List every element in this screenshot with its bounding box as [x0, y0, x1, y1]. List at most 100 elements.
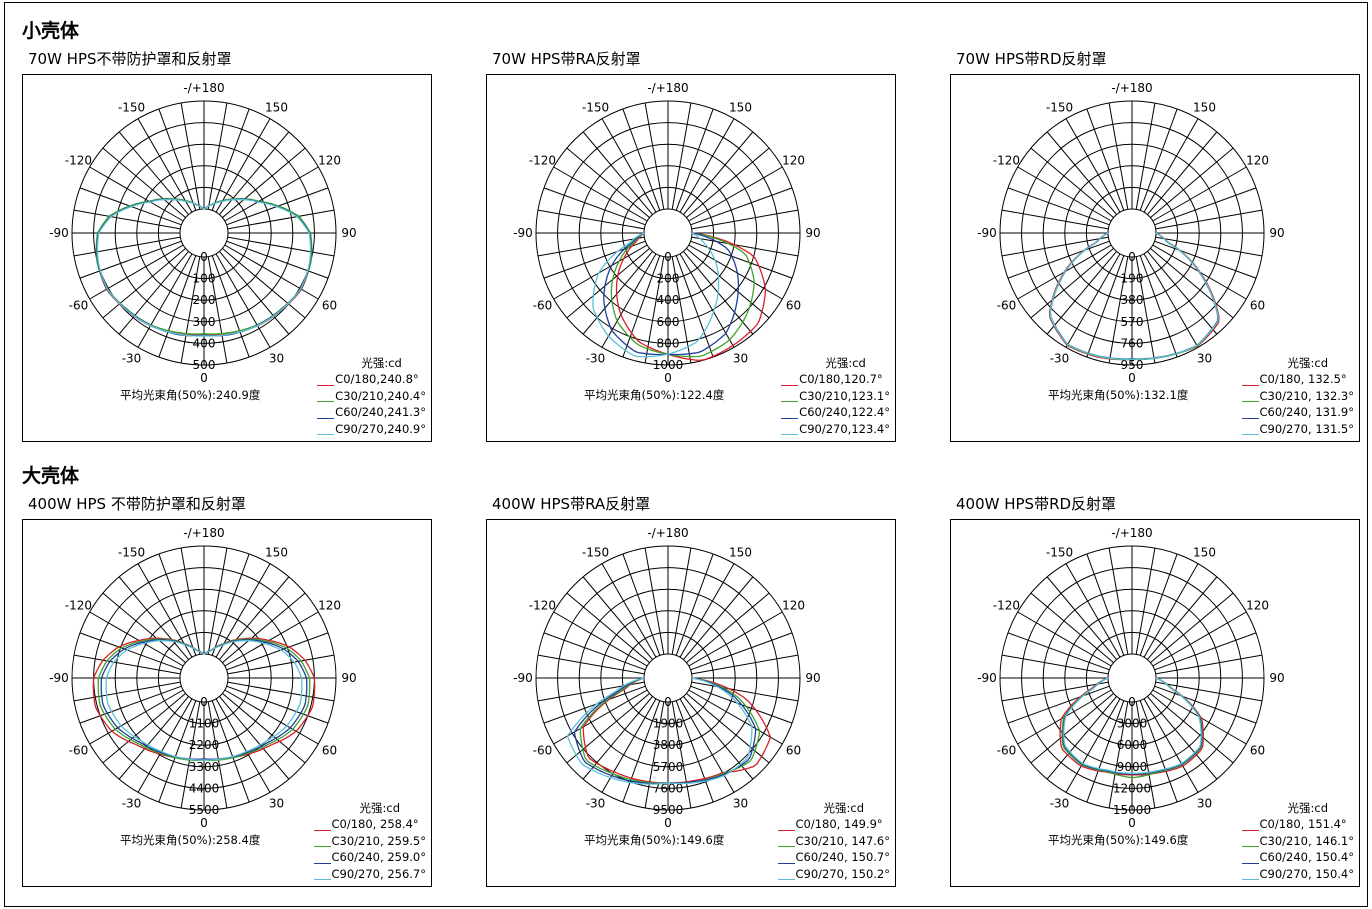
- legend-item: C0/180, 151.4°: [1241, 816, 1354, 833]
- angle-tick-label: 120: [782, 599, 805, 613]
- legend-item: C60/240, 150.4°: [1241, 849, 1354, 866]
- radial-tick-label: 400: [193, 336, 216, 350]
- polar-chart: -/+180 150 120 90 60 30 0 -30 -60 -90 -120 -150 0 190…: [977, 81, 1284, 385]
- polar-spoke: [227, 209, 335, 230]
- legend-label: C90/270, 256.7°: [331, 866, 426, 881]
- polar-spoke: [215, 253, 271, 348]
- chart-title: 70W HPS带RD反射罩: [956, 50, 1107, 68]
- polar-spoke: [89, 166, 184, 222]
- polar-spoke: [1152, 611, 1247, 667]
- angle-tick-label: 150: [1193, 545, 1216, 559]
- polar-spoke: [1155, 209, 1263, 230]
- legend-item: C90/270, 150.4°: [1241, 866, 1354, 883]
- polar-spoke: [675, 255, 714, 358]
- polar-spoke: [219, 251, 290, 335]
- legend-swatch: [1241, 384, 1259, 386]
- angle-tick-label: 90: [805, 671, 820, 685]
- legend-item: C0/180, 258.4°: [313, 816, 426, 833]
- average-beam-angle: 平均光束角(50%):132.1度: [1048, 388, 1189, 402]
- angle-tick-label: 90: [341, 671, 356, 685]
- polar-spoke: [1001, 681, 1109, 702]
- polar-spoke: [102, 693, 186, 764]
- angle-tick-label: -30: [122, 797, 142, 811]
- legend-swatch: [1241, 417, 1259, 419]
- polar-spoke: [644, 256, 665, 364]
- polar-spoke: [686, 248, 770, 319]
- polar-spoke: [1139, 553, 1178, 656]
- legend-item: C30/210, 146.1°: [1241, 833, 1354, 850]
- radial-tick-label: 5700: [653, 760, 684, 774]
- polar-spoke: [118, 251, 189, 335]
- polar-spoke: [1108, 102, 1129, 210]
- angle-tick-label: 90: [341, 226, 356, 240]
- polar-chart-panel: -/+180 150 120 90 60 30 0 -30 -60 -90 -120 -150 0 190…: [486, 519, 896, 887]
- legend-label: C0/180,240.8°: [335, 372, 419, 386]
- legend-unit: 光强:cd: [359, 800, 401, 815]
- polar-spoke: [1154, 632, 1257, 671]
- polar-spoke: [215, 698, 271, 793]
- polar-spoke: [1030, 248, 1114, 319]
- polar-spoke: [622, 700, 661, 803]
- angle-tick-label: -60: [69, 299, 89, 313]
- chart-title: 400W HPS 不带防护罩和反射罩: [28, 495, 246, 513]
- polar-spoke: [537, 654, 645, 675]
- radial-tick-label: 400: [657, 293, 680, 307]
- angle-tick-label: 30: [1197, 797, 1212, 811]
- legend-swatch: [781, 401, 799, 402]
- angle-tick-label: -90: [513, 226, 533, 240]
- polar-spoke: [158, 553, 197, 656]
- average-beam-angle: 平均光束角(50%):258.4度: [120, 833, 261, 847]
- average-beam-angle: 平均光束角(50%):149.6度: [584, 833, 725, 847]
- legend-item: C90/270,123.4°: [781, 421, 890, 438]
- polar-spoke: [1046, 251, 1117, 335]
- angle-tick-label: -/+180: [183, 81, 224, 95]
- radial-tick-label: 0: [664, 695, 672, 709]
- polar-spoke: [688, 611, 783, 667]
- angle-tick-label: 30: [733, 352, 748, 366]
- angle-tick-label: -/+180: [183, 526, 224, 540]
- polar-spoke: [1143, 253, 1199, 348]
- polar-spoke: [1108, 547, 1129, 655]
- polar-spoke: [1143, 563, 1199, 658]
- polar-spoke: [566, 147, 650, 218]
- radial-tick-label: 7600: [653, 781, 684, 795]
- angle-tick-label: -30: [586, 797, 606, 811]
- angle-tick-label: -90: [49, 226, 69, 240]
- polar-spoke: [1030, 147, 1114, 218]
- polar-spoke: [222, 592, 306, 663]
- polar-spoke: [1150, 592, 1234, 663]
- polar-chart: -/+180 150 120 90 60 30 0 -30 -60 -90 -120 -150 0 200…: [513, 81, 820, 385]
- legend-item: C60/240, 150.7°: [777, 849, 890, 866]
- polar-spoke: [683, 576, 754, 660]
- legend-label: C90/270, 150.4°: [1259, 866, 1354, 881]
- polar-spoke: [1139, 255, 1178, 358]
- series-line-C90-270: [96, 198, 312, 337]
- legend: 光强:cd C0/180,240.8° C30/210,240.4° C60/240,…: [317, 355, 426, 438]
- polar-chart-panel: -/+180 150 120 90 60 30 0 -30 -60 -90 -120 -150 0 190…: [950, 74, 1360, 442]
- polar-spoke: [1001, 654, 1109, 675]
- radial-tick-label: 4400: [189, 781, 220, 795]
- legend-item: C90/270,240.9°: [317, 421, 426, 438]
- angle-tick-label: 60: [786, 299, 801, 313]
- angle-tick-label: -120: [65, 599, 92, 613]
- polar-spoke: [1143, 698, 1199, 793]
- polar-spoke: [1139, 108, 1178, 211]
- angle-tick-label: -60: [997, 744, 1017, 758]
- legend-label: C90/270, 131.5°: [1259, 421, 1354, 436]
- radial-tick-label: 0: [664, 250, 672, 264]
- polar-spoke: [566, 693, 650, 764]
- legend-label: C60/240, 150.7°: [795, 850, 890, 864]
- legend-swatch: [317, 434, 335, 435]
- polar-spoke: [1086, 255, 1125, 358]
- polar-spoke: [601, 698, 657, 793]
- polar-spoke: [644, 701, 665, 809]
- polar-spoke: [1135, 256, 1156, 364]
- radial-tick-label: 0: [200, 250, 208, 264]
- angle-tick-label: 150: [729, 100, 752, 114]
- legend-label: C60/240, 150.4°: [1259, 850, 1354, 864]
- polar-spoke: [1150, 147, 1234, 218]
- angle-tick-label: -90: [977, 671, 997, 685]
- polar-spoke: [1065, 253, 1121, 348]
- angle-tick-label: 0: [664, 816, 672, 830]
- polar-spoke: [543, 685, 646, 724]
